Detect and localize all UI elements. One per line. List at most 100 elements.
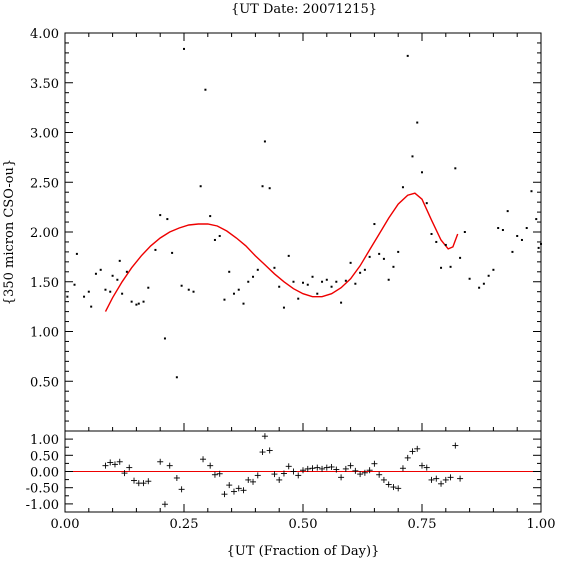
residual-point (304, 465, 311, 472)
x-axis-label: {UT (Fraction of Day)} (227, 544, 380, 559)
residual-point (250, 478, 257, 485)
data-point (273, 266, 276, 269)
data-point (368, 255, 371, 258)
residual-point (131, 477, 138, 484)
y-axis-label: {350 micron CSO-ou} (2, 159, 17, 305)
data-point (297, 297, 300, 300)
data-point (359, 271, 362, 274)
residual-point (126, 464, 133, 471)
residual-points-group (102, 433, 464, 508)
residual-point (433, 475, 440, 482)
data-point (306, 283, 309, 286)
data-point (344, 279, 347, 282)
data-point (397, 250, 400, 253)
residual-y-tick-label: -0.50 (26, 482, 59, 497)
data-point (261, 185, 264, 188)
data-point (516, 234, 519, 237)
data-point (463, 231, 466, 233)
residual-point (116, 458, 123, 465)
residual-point (323, 464, 330, 471)
data-point (199, 185, 202, 188)
data-point (147, 286, 150, 289)
data-point (90, 305, 93, 308)
data-point (416, 121, 419, 124)
residual-point (376, 471, 383, 478)
data-point (142, 300, 145, 303)
residual-point (280, 470, 287, 477)
residual-point (438, 480, 445, 487)
x-tick-labels: 0.00 0.25 0.50 0.75 1.00 (51, 517, 556, 532)
x-tick-label: 0.00 (51, 517, 80, 532)
data-point (382, 257, 385, 260)
data-point (321, 280, 324, 283)
residual-ticks: 1.000.50 0.00-0.50-1.00 (26, 433, 542, 513)
residual-point (166, 462, 173, 469)
residual-point (240, 487, 247, 494)
data-point (218, 234, 221, 237)
residual-point (295, 472, 302, 479)
data-point (171, 251, 174, 254)
y-tick-label: 3.00 (30, 127, 59, 142)
data-point (232, 292, 235, 295)
data-point (378, 252, 381, 255)
residual-point (107, 459, 114, 466)
residual-point (276, 476, 283, 483)
data-point (363, 268, 366, 271)
data-point (187, 288, 190, 291)
data-point (537, 246, 540, 249)
residual-point (342, 465, 349, 472)
y-tick-label: 0.50 (30, 375, 59, 390)
residual-point (390, 484, 397, 491)
data-point (282, 306, 285, 309)
x-tick-label: 0.25 (170, 517, 199, 532)
data-point (316, 292, 319, 295)
residual-point (409, 448, 416, 455)
data-point (192, 290, 195, 293)
data-point (268, 187, 271, 190)
data-point (444, 243, 447, 246)
data-points-group (66, 47, 542, 379)
residual-point (285, 463, 292, 470)
residual-y-tick-label: 0.00 (30, 466, 59, 481)
data-point (454, 167, 457, 170)
residual-point (216, 470, 223, 477)
residual-point (200, 456, 207, 463)
data-point (159, 214, 162, 217)
residual-point (161, 501, 168, 508)
data-point (175, 376, 178, 379)
x-tick-label: 0.75 (408, 517, 437, 532)
fit-curve (104, 192, 459, 312)
residual-point (140, 480, 147, 487)
data-point (501, 229, 504, 232)
residual-point (230, 488, 237, 495)
residual-point (447, 474, 454, 481)
residual-point (442, 476, 449, 483)
residual-point (102, 462, 109, 469)
residual-point (300, 467, 306, 474)
residual-point (423, 464, 430, 471)
residual-point (366, 467, 373, 474)
data-point (183, 47, 185, 50)
data-point (116, 278, 119, 281)
residual-point (271, 471, 278, 478)
data-point (83, 295, 86, 298)
data-point (530, 190, 533, 193)
data-point (66, 295, 69, 298)
residual-point (261, 433, 268, 440)
data-point (87, 290, 90, 293)
data-point (520, 238, 523, 241)
data-point (492, 268, 495, 271)
data-point (209, 215, 212, 218)
x-tick-label: 0.50 (289, 517, 318, 532)
y-tick-label: 3.50 (30, 77, 59, 92)
data-point (302, 281, 304, 284)
data-point (335, 280, 338, 283)
data-point (535, 218, 538, 221)
residual-point (226, 482, 233, 489)
data-point (487, 274, 490, 277)
y-tick-label: 2.50 (30, 176, 59, 191)
data-point (213, 238, 216, 241)
data-point (118, 259, 121, 262)
data-point (525, 227, 528, 230)
data-point (330, 285, 333, 288)
